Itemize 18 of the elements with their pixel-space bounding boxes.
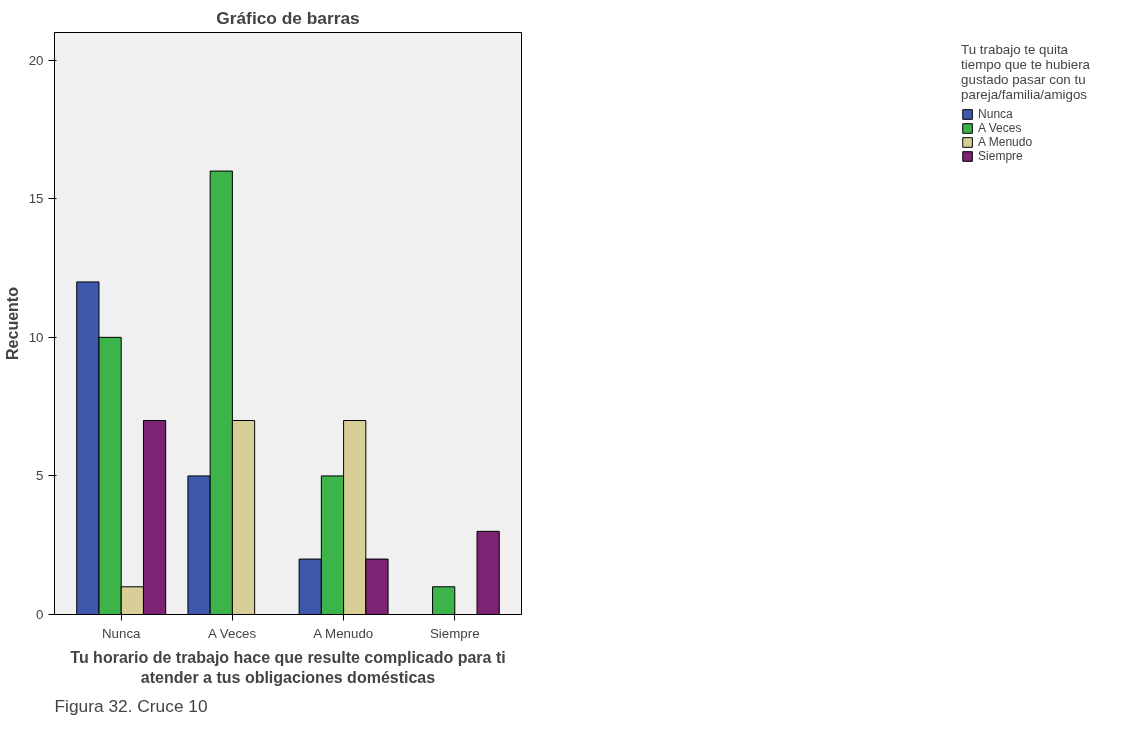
legend-label: Nunca bbox=[978, 107, 1013, 121]
y-tick-label: 10 bbox=[28, 329, 44, 345]
legend-title: Tu trabajo te quita tiempo que te hubiera gustado pasar con tu pareja/familia/amigos bbox=[961, 42, 1090, 102]
x-tick-label: A Veces bbox=[207, 625, 257, 641]
y-tick-label: 0 bbox=[36, 607, 44, 622]
legend-label: A Veces bbox=[978, 121, 1022, 135]
x-tick-label: A Menudo bbox=[313, 625, 374, 641]
y-tick-label: 20 bbox=[28, 52, 44, 68]
chart-title: Gráfico de barras bbox=[216, 7, 360, 28]
x-axis-title: Tu horario de trabajo hace que resulte complicado para ti atender a tus obligaciones domésticas bbox=[70, 648, 506, 686]
y-tick-label: 5 bbox=[36, 468, 44, 484]
x-tick-label: Nunca bbox=[101, 625, 142, 641]
y-tick-label: 15 bbox=[28, 191, 44, 207]
x-tick-label: Siempre bbox=[429, 625, 480, 641]
text: Figura 32. Cruce 10 bbox=[54, 695, 208, 716]
legend-label: A Menudo bbox=[978, 135, 1033, 149]
legend-label: Siempre bbox=[978, 149, 1023, 163]
y-axis-title: Recuento bbox=[3, 286, 21, 360]
